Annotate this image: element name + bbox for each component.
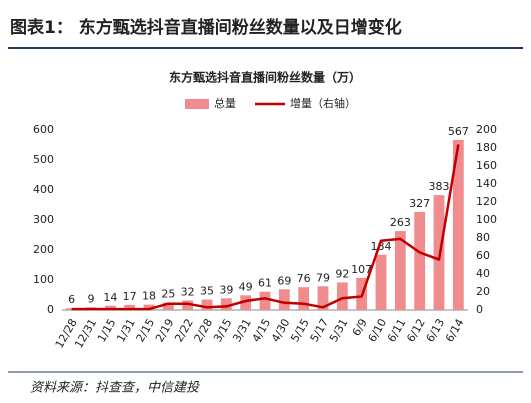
- y2-tick-label: 20: [476, 285, 490, 298]
- x-tick-label: 5/31: [327, 317, 351, 345]
- x-tick-label: 2/19: [153, 317, 177, 345]
- bar: [317, 286, 329, 310]
- data-label: 92: [335, 267, 349, 280]
- y2-tick-label: 120: [476, 195, 497, 208]
- bar: [394, 231, 406, 310]
- bar: [452, 139, 464, 310]
- x-tick-label: 2/15: [134, 317, 158, 345]
- data-label: 184: [371, 240, 392, 253]
- bar: [278, 289, 290, 310]
- x-tick-label: 5/15: [288, 317, 312, 345]
- x-tick-label: 6/10: [366, 317, 390, 345]
- bar: [220, 298, 232, 310]
- data-label: 567: [448, 125, 469, 138]
- y2-tick-label: 0: [476, 303, 483, 316]
- x-tick-label: 1/31: [114, 317, 138, 345]
- x-tick-label: 4/15: [250, 317, 274, 345]
- bar: [375, 254, 387, 310]
- bar: [336, 282, 348, 310]
- legend-label: 增量（右轴）: [290, 96, 356, 110]
- y-tick-label: 500: [33, 153, 54, 166]
- chart-title: 东方甄选抖音直播间粉丝数量（万）: [169, 70, 361, 85]
- x-tick-label: 4/30: [269, 317, 293, 345]
- data-label: 14: [103, 291, 117, 304]
- y-tick-label: 400: [33, 183, 54, 196]
- data-label: 18: [142, 290, 156, 303]
- x-tick-label: 2/22: [172, 317, 196, 345]
- line: [71, 144, 460, 311]
- y-tick-label: 300: [33, 213, 54, 226]
- y-tick-label: 600: [33, 123, 54, 136]
- x-tick-label: 6/11: [385, 317, 409, 345]
- data-label: 383: [429, 180, 450, 193]
- data-label: 61: [258, 277, 272, 290]
- data-label: 327: [409, 197, 430, 210]
- x-tick-label: 2/28: [192, 317, 216, 345]
- x-tick-label: 6/13: [424, 317, 448, 345]
- y2-tick-label: 100: [476, 213, 497, 226]
- bar: [240, 295, 252, 310]
- bar: [414, 211, 426, 310]
- y2-tick-label: 200: [476, 123, 497, 136]
- x-tick-label: 1/15: [95, 317, 119, 345]
- data-label: 79: [316, 271, 330, 284]
- y-tick-label: 100: [33, 273, 54, 286]
- bar: [124, 304, 136, 310]
- data-label: 76: [297, 272, 311, 285]
- x-tick-label: 3/31: [230, 317, 254, 345]
- y-tick-label: 0: [47, 303, 54, 316]
- data-label: 69: [277, 274, 291, 287]
- bar: [162, 302, 174, 310]
- legend-label: 总量: [214, 96, 236, 110]
- y-tick-label: 200: [33, 243, 54, 256]
- data-label: 25: [161, 288, 175, 301]
- bar: [259, 291, 271, 310]
- y2-tick-label: 180: [476, 141, 497, 154]
- data-label: 39: [219, 283, 233, 296]
- y2-tick-label: 80: [476, 231, 490, 244]
- bar: [182, 300, 194, 310]
- data-label: 9: [88, 292, 95, 305]
- bar: [298, 287, 310, 310]
- page-title: 图表1： 东方甄选抖音直播间粉丝数量以及日增变化: [10, 17, 402, 38]
- data-label: 32: [181, 285, 195, 298]
- x-tick-label: 5/17: [308, 317, 332, 345]
- x-tick-label: 6/12: [404, 317, 428, 345]
- data-label: 6: [68, 293, 75, 306]
- legend-swatch: [185, 99, 209, 109]
- data-label: 49: [239, 280, 253, 293]
- y2-tick-label: 160: [476, 159, 497, 172]
- data-label: 263: [390, 216, 411, 229]
- bar: [143, 304, 155, 310]
- source: 资料来源：抖查查，中信建投: [30, 381, 200, 396]
- x-tick-label: 3/15: [211, 317, 235, 345]
- data-label: 107: [351, 263, 372, 276]
- data-label: 35: [200, 285, 214, 298]
- y2-tick-label: 60: [476, 249, 490, 262]
- y2-tick-label: 140: [476, 177, 497, 190]
- y2-tick-label: 40: [476, 267, 490, 280]
- x-tick-label: 6/14: [443, 317, 467, 345]
- data-label: 17: [123, 290, 137, 303]
- bar: [201, 299, 213, 310]
